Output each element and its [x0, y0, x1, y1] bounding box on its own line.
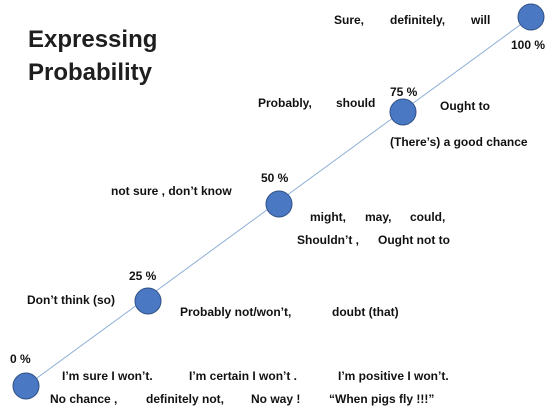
phrase-ought-to: Ought to [440, 99, 490, 113]
title-line-2: Probability [28, 59, 153, 86]
node-0-percent [12, 372, 40, 400]
phrase-not-sure-dont-know: not sure , don’t know [111, 184, 232, 198]
phrase-may: may, [365, 210, 392, 224]
percent-label-100: 100 % [511, 38, 546, 52]
phrase-definitely: definitely, [390, 13, 446, 27]
percent-label-50: 50 % [261, 171, 289, 185]
title-line-1: Expressing [28, 26, 158, 53]
phrase-doubt-that: doubt (that) [332, 305, 399, 319]
phrase-probably-not-wont: Probably not/won’t, [180, 305, 292, 319]
phrase-definitely-not: definitely not, [146, 392, 224, 406]
phrase-when-pigs-fly: “When pigs fly !!!” [329, 392, 435, 406]
phrase-ought-not-to: Ought not to [378, 233, 450, 247]
phrase-theres-a-good-chance: (There’s) a good chance [390, 135, 528, 149]
phrase-no-way: No way ! [251, 392, 301, 406]
node-75-percent [389, 98, 417, 126]
node-100-percent [517, 3, 545, 31]
percent-label-0: 0 % [10, 352, 31, 366]
phrase-might: might, [310, 210, 346, 224]
phrase-will: will [471, 13, 491, 27]
phrase-im-certain-i-wont: I’m certain I won’t . [189, 369, 298, 383]
phrase-probably: Probably, [258, 96, 312, 110]
phrase-sure: Sure, [334, 13, 365, 27]
phrase-im-sure-i-wont: I’m sure I won’t. [62, 369, 153, 383]
node-50-percent [265, 190, 293, 218]
node-25-percent [134, 287, 162, 315]
phrase-dont-think-so: Don’t think (so) [27, 293, 115, 307]
phrase-shouldnt: Shouldn’t , [297, 233, 359, 247]
phrase-could: could, [410, 210, 446, 224]
phrase-im-positive-i-wont: I’m positive I won’t. [338, 369, 449, 383]
percent-label-25: 25 % [129, 269, 157, 283]
phrase-should: should [336, 96, 376, 110]
percent-label-75: 75 % [390, 85, 418, 99]
phrase-no-chance: No chance , [50, 392, 118, 406]
